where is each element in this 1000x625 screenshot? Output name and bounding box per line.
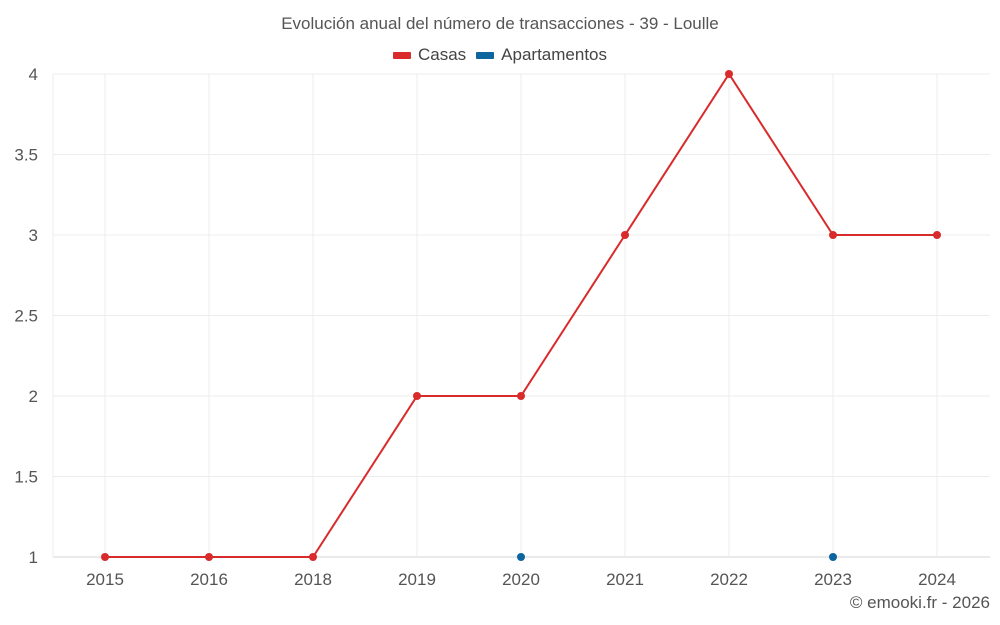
x-tick-label: 2023	[814, 570, 852, 589]
y-tick-label: 2.5	[14, 307, 38, 326]
x-tick-label: 2015	[86, 570, 124, 589]
x-tick-label: 2021	[606, 570, 644, 589]
data-point-casas[interactable]	[101, 553, 109, 561]
y-tick-label: 4	[29, 65, 38, 84]
data-point-casas[interactable]	[829, 231, 837, 239]
legend-swatch-apartamentos	[476, 51, 495, 59]
x-tick-label: 2020	[502, 570, 540, 589]
y-tick-label: 3.5	[14, 146, 38, 165]
legend-label-casas: Casas	[417, 45, 467, 64]
y-tick-label: 3	[29, 226, 38, 245]
legend-item-apartamentos[interactable]: Apartamentos	[476, 45, 607, 65]
legend-swatch-casas	[392, 51, 411, 59]
legend-label-apartamentos: Apartamentos	[501, 45, 608, 64]
data-point-apartamentos[interactable]	[829, 553, 837, 561]
chart-title: Evolución anual del número de transaccio…	[281, 14, 719, 33]
data-point-casas[interactable]	[309, 553, 317, 561]
data-point-casas[interactable]	[517, 392, 525, 400]
x-tick-label: 2019	[398, 570, 436, 589]
x-tick-label: 2024	[918, 570, 956, 589]
legend-item-casas[interactable]: Casas	[392, 45, 467, 65]
x-tick-label: 2022	[710, 570, 748, 589]
data-point-casas[interactable]	[413, 392, 421, 400]
data-point-casas[interactable]	[621, 231, 629, 239]
y-tick-label: 2	[29, 387, 38, 406]
credit-text: © emooki.fr - 2026	[849, 593, 990, 612]
y-tick-label: 1.5	[14, 468, 38, 487]
data-point-casas[interactable]	[725, 70, 733, 78]
data-point-casas[interactable]	[933, 231, 941, 239]
x-tick-label: 2018	[294, 570, 332, 589]
x-tick-label: 2016	[190, 570, 228, 589]
legend: Casas Apartamentos	[0, 45, 1000, 65]
data-point-casas[interactable]	[205, 553, 213, 561]
data-point-apartamentos[interactable]	[517, 553, 525, 561]
y-tick-label: 1	[29, 548, 38, 567]
